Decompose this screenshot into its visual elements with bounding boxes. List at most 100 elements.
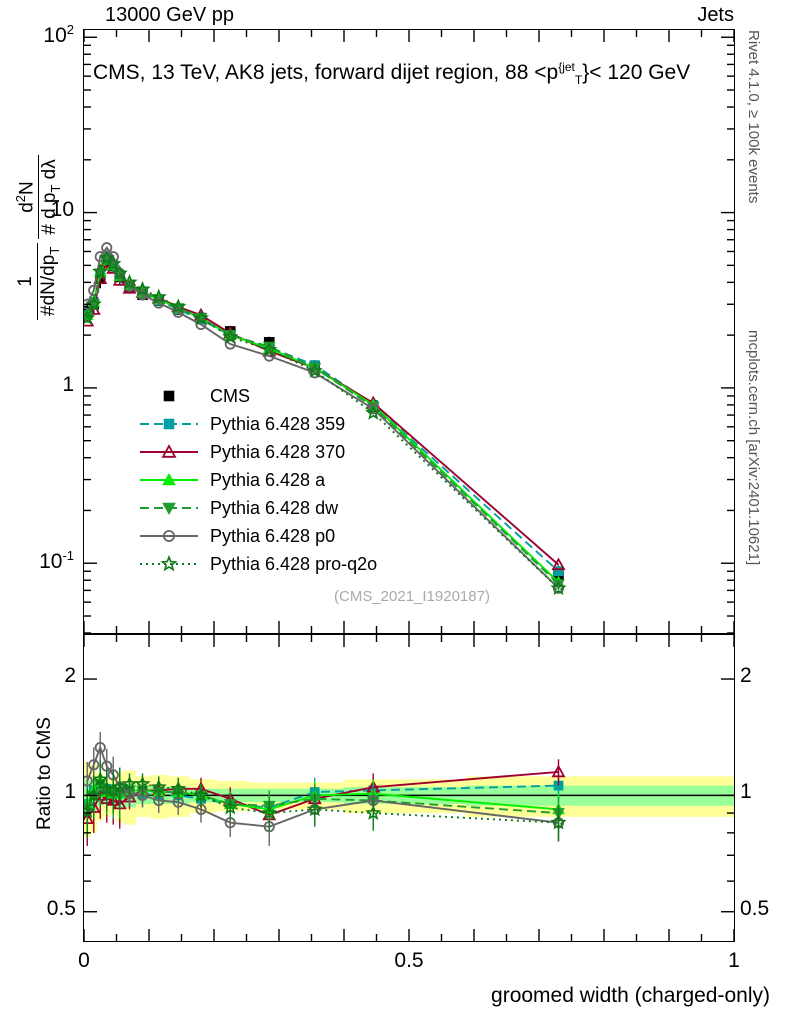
legend-item-6[interactable]: Pythia 6.428 pro-q2o — [138, 550, 377, 578]
data-marker — [111, 778, 128, 795]
main-plot-panel — [83, 29, 735, 634]
data-marker — [162, 502, 176, 516]
legend-symbol — [138, 413, 200, 435]
legend-symbol — [138, 497, 200, 519]
data-marker — [98, 249, 115, 265]
series-line — [86, 256, 560, 589]
data-marker — [222, 799, 239, 815]
analysis-id-watermark: (CMS_2021_I1920187) — [334, 588, 490, 605]
ratio-series-group — [84, 731, 567, 846]
mcplots-source-label: mcplots.cern.ch [arXiv:2401.10621] — [745, 330, 762, 566]
plot-title-post: }< 120 GeV — [582, 61, 691, 84]
data-marker — [85, 786, 102, 803]
axis-ticks — [83, 30, 735, 941]
legend-item-2[interactable]: Pythia 6.428 370 — [138, 438, 377, 466]
data-marker — [306, 362, 323, 378]
legend-label: Pythia 6.428 370 — [210, 441, 346, 462]
data-marker — [365, 404, 382, 420]
main-series-group — [84, 242, 567, 596]
data-marker — [85, 295, 102, 312]
data-marker — [550, 579, 567, 596]
ratio-y-tick-label: 1 — [64, 780, 76, 804]
data-marker — [261, 341, 278, 357]
ratio-series-line — [86, 777, 559, 824]
data-marker — [367, 403, 379, 415]
data-marker — [550, 814, 567, 830]
ratio-y-tick-label: 0.5 — [740, 896, 770, 920]
ratio-y-axis-label: Ratio to CMS — [34, 717, 55, 830]
data-marker — [136, 289, 149, 301]
legend-label: Pythia 6.428 a — [210, 469, 326, 490]
series-line — [86, 257, 560, 585]
data-marker — [94, 741, 106, 754]
y-axis-frac1-num: 1 — [14, 276, 36, 287]
legend-symbol — [138, 441, 200, 463]
plot-title-main: CMS, 13 TeV, AK8 jets, forward dijet reg… — [93, 61, 559, 84]
plot-title-sub: T — [574, 73, 583, 88]
rivet-version-label: Rivet 4.1.0, ≥ 100k events — [745, 30, 762, 204]
legend-symbol — [138, 525, 200, 547]
data-marker — [92, 263, 109, 279]
main-y-tick-label: 10 — [50, 197, 74, 221]
data-marker — [553, 566, 564, 577]
legend-item-4[interactable]: Pythia 6.428 dw — [138, 494, 377, 522]
main-y-tick-label: 1 — [62, 372, 74, 396]
ratio-series-line — [86, 744, 559, 828]
x-tick-label: 0.5 — [394, 949, 424, 972]
y-axis-frac1-den: #dN/dpT — [36, 242, 61, 320]
plot-title-sup: {jet — [558, 60, 575, 74]
ratio-y-tick-label: 0.5 — [46, 896, 76, 920]
data-marker — [93, 271, 108, 284]
data-marker — [170, 780, 187, 796]
x-axis-title: groomed width (charged-only) — [491, 984, 770, 1007]
data-marker — [365, 804, 382, 820]
data-marker — [105, 255, 122, 271]
data-marker — [261, 804, 278, 820]
y-axis-label: 1 #dN/dpT d2N # d pT dλ — [13, 155, 63, 320]
data-marker — [121, 775, 138, 791]
legend-label: Pythia 6.428 p0 — [210, 525, 336, 546]
data-marker — [551, 557, 566, 571]
data-marker — [150, 288, 167, 304]
ratio-y-tick-label: 1 — [740, 780, 752, 804]
legend-item-5[interactable]: Pythia 6.428 p0 — [138, 522, 377, 550]
y-axis-label-frac1: 1 #dN/dpT — [14, 242, 61, 320]
data-marker — [160, 554, 178, 572]
data-marker — [134, 775, 151, 791]
data-marker — [84, 309, 96, 326]
data-marker — [121, 273, 138, 290]
legend-label: CMS — [210, 385, 250, 406]
data-marker — [84, 298, 93, 310]
data-marker — [84, 775, 93, 787]
legend: CMS Pythia 6.428 359 Pythia 6.428 370 Pythi… — [138, 382, 377, 578]
legend-symbol — [138, 385, 200, 407]
data-marker — [163, 418, 175, 430]
data-marker — [111, 264, 128, 281]
data-marker — [161, 444, 177, 458]
legend-label: Pythia 6.428 dw — [210, 497, 339, 518]
analysis-category-label: Jets — [697, 4, 734, 26]
data-marker — [306, 800, 323, 817]
legend-symbol — [138, 553, 200, 575]
legend-item-3[interactable]: Pythia 6.428 a — [138, 466, 377, 494]
legend-item-0[interactable]: CMS — [138, 382, 377, 410]
data-marker — [92, 770, 109, 787]
main-y-tick-label: 102 — [43, 22, 74, 48]
legend-item-1[interactable]: Pythia 6.428 359 — [138, 410, 377, 438]
beam-energy-label: 13000 GeV pp — [105, 4, 234, 26]
x-tick-label: 1 — [728, 949, 740, 972]
data-marker — [192, 309, 210, 326]
ratio-y-tick-label: 2 — [740, 664, 752, 688]
data-marker — [98, 780, 115, 796]
legend-label: Pythia 6.428 pro-q2o — [210, 553, 378, 574]
main-y-tick-label: 10-1 — [39, 548, 74, 574]
data-marker — [150, 778, 167, 795]
legend-symbol — [138, 469, 200, 491]
data-marker — [551, 764, 566, 778]
data-marker — [192, 786, 210, 803]
data-marker — [162, 472, 176, 486]
data-marker — [88, 759, 100, 771]
data-marker — [134, 280, 151, 297]
plot-title: CMS, 13 TeV, AK8 jets, forward dijet reg… — [93, 60, 690, 87]
